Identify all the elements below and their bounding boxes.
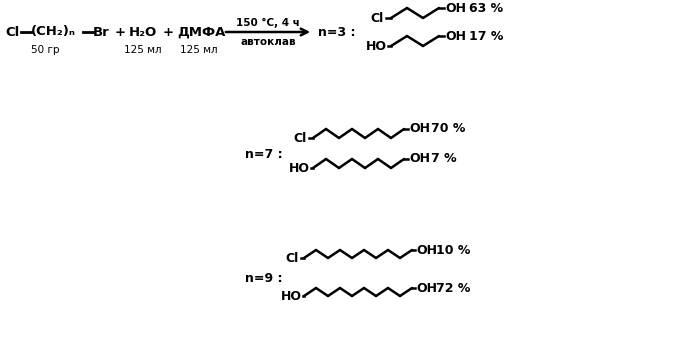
Text: 17 %: 17 % <box>469 30 503 43</box>
Text: HO: HO <box>289 162 310 175</box>
Text: OH: OH <box>416 282 437 295</box>
Text: 150 °C, 4 ч: 150 °C, 4 ч <box>236 18 300 28</box>
Text: +: + <box>163 25 174 38</box>
Text: 50 гр: 50 гр <box>31 45 59 55</box>
Text: H₂O: H₂O <box>129 25 157 38</box>
Text: HO: HO <box>366 39 387 52</box>
Text: 70 %: 70 % <box>431 122 466 136</box>
Text: Cl: Cl <box>285 251 298 264</box>
Text: Cl: Cl <box>370 12 383 25</box>
Text: OH: OH <box>416 244 437 257</box>
Text: 125 мл: 125 мл <box>180 45 218 55</box>
Text: автоклав: автоклав <box>240 37 296 47</box>
Text: OH: OH <box>445 30 466 43</box>
Text: 63 %: 63 % <box>469 1 503 14</box>
Text: OH: OH <box>445 1 466 14</box>
Text: 72 %: 72 % <box>436 282 470 295</box>
Text: OH: OH <box>409 152 430 165</box>
Text: 125 мл: 125 мл <box>124 45 161 55</box>
Text: (CH₂)ₙ: (CH₂)ₙ <box>31 25 76 38</box>
Text: 7 %: 7 % <box>431 152 456 165</box>
Text: 10 %: 10 % <box>436 244 470 257</box>
Text: HO: HO <box>281 289 302 302</box>
Text: n=3 :: n=3 : <box>318 25 356 38</box>
Text: ДМФА: ДМФА <box>177 25 225 38</box>
Text: +: + <box>115 25 126 38</box>
Text: Br: Br <box>93 25 110 38</box>
Text: n=9 :: n=9 : <box>245 271 282 284</box>
Text: Cl: Cl <box>293 132 306 145</box>
Text: OH: OH <box>409 122 430 136</box>
Text: Cl: Cl <box>5 25 20 38</box>
Text: n=7 :: n=7 : <box>245 149 282 162</box>
